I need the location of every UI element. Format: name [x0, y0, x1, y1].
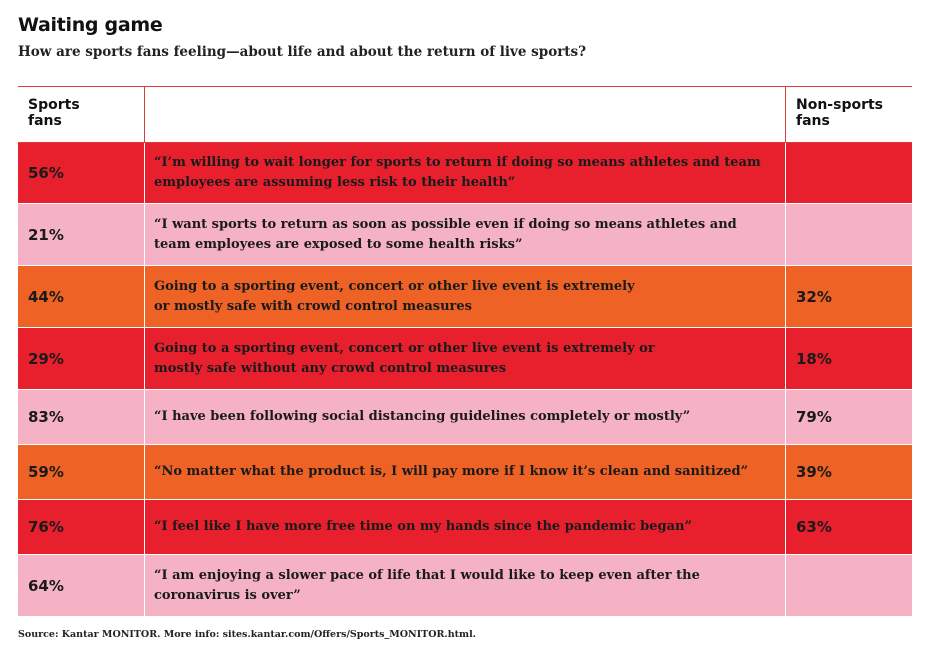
non-sports-fans-value: 39% — [796, 463, 832, 481]
sports-fans-cell: 64% — [18, 555, 145, 616]
non-sports-fans-value: 18% — [796, 349, 832, 368]
sports-fans-cell: 29% — [18, 328, 145, 389]
non-sports-fans-value: 79% — [796, 408, 832, 426]
table-body: 56% “I’m willing to wait longer for sport… — [18, 143, 912, 617]
statement-cell: “I want sports to return as soon as poss… — [145, 204, 786, 265]
statement-text: “I have been following social distancing… — [154, 409, 691, 424]
table-header-row: Sports fans Non-sports fans — [18, 87, 912, 143]
table-row: 59% “No matter what the product is, I wil… — [18, 445, 912, 500]
sports-fans-value: 59% — [28, 463, 64, 481]
statement-text: “No matter what the product is, I will p… — [154, 464, 749, 479]
table-row: 44% Going to a sporting event, concert or… — [18, 266, 912, 328]
statement-text: “I want sports to return as soon as poss… — [154, 216, 737, 252]
sports-fans-value: 64% — [28, 576, 64, 595]
statement-text: Going to a sporting event, concert or ot… — [154, 340, 655, 376]
non-sports-fans-cell: 63% — [786, 500, 912, 554]
source-note: Source: Kantar MONITOR. More info: sites… — [18, 629, 476, 640]
statement-cell: Going to a sporting event, concert or ot… — [145, 266, 786, 327]
sports-fans-value: 21% — [28, 225, 64, 244]
sports-fans-value: 83% — [28, 408, 64, 426]
table-row: 83% “I have been following social distanc… — [18, 390, 912, 445]
statement-cell: Going to a sporting event, concert or ot… — [145, 328, 786, 389]
chart-subtitle: How are sports fans feeling—about life a… — [18, 44, 587, 60]
sports-fans-cell: 59% — [18, 445, 145, 499]
survey-table: Sports fans Non-sports fans 56% “I’m will… — [18, 86, 912, 617]
sports-fans-cell: 83% — [18, 390, 145, 444]
non-sports-fans-cell — [786, 143, 912, 203]
non-sports-fans-value: 63% — [796, 518, 832, 536]
statement-cell: “I’m willing to wait longer for sports t… — [145, 143, 786, 203]
sports-fans-cell: 44% — [18, 266, 145, 327]
header-non-sports-fans: Non-sports fans — [796, 97, 884, 129]
table-row: 64% “I am enjoying a slower pace of life … — [18, 555, 912, 617]
non-sports-fans-cell: 79% — [786, 390, 912, 444]
sports-fans-cell: 76% — [18, 500, 145, 554]
header-sports-fans: Sports fans — [28, 97, 80, 129]
statement-text: “I feel like I have more free time on my… — [154, 519, 692, 534]
table-row: 21% “I want sports to return as soon as p… — [18, 204, 912, 266]
header-cell-sports-fans: Sports fans — [18, 87, 145, 142]
table-row: 29% Going to a sporting event, concert or… — [18, 328, 912, 390]
sports-fans-value: 29% — [28, 349, 64, 368]
table-row: 76% “I feel like I have more free time on… — [18, 500, 912, 555]
non-sports-fans-cell: 39% — [786, 445, 912, 499]
statement-cell: “No matter what the product is, I will p… — [145, 445, 786, 499]
non-sports-fans-cell — [786, 555, 912, 616]
header-cell-non-sports-fans: Non-sports fans — [786, 87, 912, 142]
sports-fans-value: 76% — [28, 518, 64, 536]
statement-text: “I’m willing to wait longer for sports t… — [154, 155, 761, 190]
sports-fans-cell: 21% — [18, 204, 145, 265]
table-row: 56% “I’m willing to wait longer for sport… — [18, 143, 912, 204]
chart-title: Waiting game — [18, 14, 163, 36]
non-sports-fans-cell: 32% — [786, 266, 912, 327]
statement-cell: “I am enjoying a slower pace of life tha… — [145, 555, 786, 616]
statement-text: “I am enjoying a slower pace of life tha… — [154, 567, 700, 603]
statement-text: Going to a sporting event, concert or ot… — [154, 278, 635, 314]
sports-fans-cell: 56% — [18, 143, 145, 203]
non-sports-fans-cell: 18% — [786, 328, 912, 389]
sports-fans-value: 56% — [28, 164, 64, 182]
non-sports-fans-cell — [786, 204, 912, 265]
non-sports-fans-value: 32% — [796, 287, 832, 306]
header-cell-statement — [145, 87, 786, 142]
statement-cell: “I have been following social distancing… — [145, 390, 786, 444]
statement-cell: “I feel like I have more free time on my… — [145, 500, 786, 554]
sports-fans-value: 44% — [28, 287, 64, 306]
